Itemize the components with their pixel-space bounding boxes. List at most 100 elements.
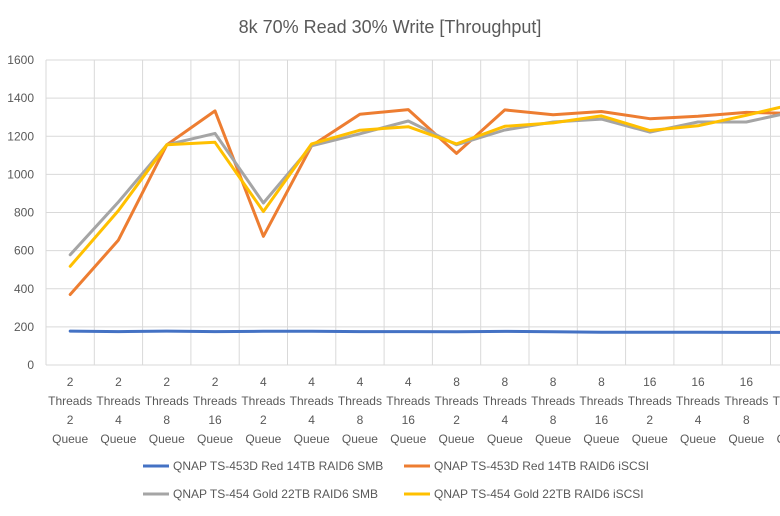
x-category-text: Threads <box>241 394 285 408</box>
x-category-text: Threads <box>48 394 92 408</box>
legend-label: QNAP TS-453D Red 14TB RAID6 iSCSI <box>434 459 649 473</box>
x-category-label: 8 Threads 8 Queue <box>531 375 575 446</box>
x-category-text: 2 <box>67 375 74 389</box>
x-category-text: Queue <box>149 432 185 446</box>
x-category-text: Threads <box>435 394 479 408</box>
x-category-text: Threads <box>724 394 768 408</box>
x-category-text: 2 <box>67 413 74 427</box>
x-category-text: Threads <box>386 394 430 408</box>
x-category-text: Threads <box>193 394 237 408</box>
x-category-label: 16Threads16Queue <box>773 394 780 446</box>
y-tick-label: 1000 <box>7 167 34 181</box>
y-tick-label: 400 <box>14 282 34 296</box>
x-category-text: Queue <box>245 432 281 446</box>
legend-label: QNAP TS-454 Gold 22TB RAID6 iSCSI <box>434 487 644 501</box>
y-tick-label: 0 <box>27 358 34 372</box>
x-category-text: 2 <box>212 375 219 389</box>
legend-label: QNAP TS-454 Gold 22TB RAID6 SMB <box>173 487 378 501</box>
y-tick-label: 600 <box>14 244 34 258</box>
x-category-label: 4 Threads 8 Queue <box>338 375 382 446</box>
x-category-text: 2 <box>260 413 267 427</box>
x-category-label: 16 Threads 4 Queue <box>676 375 720 446</box>
legend: QNAP TS-453D Red 14TB RAID6 SMB QNAP TS-4… <box>143 459 649 501</box>
x-category-text: Queue <box>390 432 426 446</box>
gridlines <box>45 59 780 366</box>
x-category-text: Queue <box>294 432 330 446</box>
x-category-label: 2 Threads 8 Queue <box>145 375 189 446</box>
x-category-label: 8 Threads 2 Queue <box>435 375 479 446</box>
x-category-text: Queue <box>100 432 136 446</box>
x-category-text: Queue <box>535 432 571 446</box>
series-line-1 <box>68 329 780 334</box>
y-tick-label: 1200 <box>7 129 34 143</box>
x-category-text: 16 <box>740 375 754 389</box>
x-category-label: 4 Threads 2 Queue <box>241 375 285 446</box>
x-category-text: Queue <box>439 432 475 446</box>
x-category-text: 2 <box>646 413 653 427</box>
x-category-label: 16 Threads 8 Queue <box>724 375 768 446</box>
x-category-text: 8 <box>453 375 460 389</box>
x-category-text: 8 <box>550 375 557 389</box>
x-category-label: 8 Threads 4 Queue <box>483 375 527 446</box>
x-category-label: 8 Threads 16 Queue <box>579 375 623 446</box>
series-line-4 <box>68 105 780 268</box>
x-category-text: Queue <box>632 432 668 446</box>
x-category-text: Threads <box>96 394 140 408</box>
x-category-text: Threads <box>338 394 382 408</box>
x-category-text: 4 <box>308 375 315 389</box>
y-tick-label: 800 <box>14 206 34 220</box>
x-category-label: 2 Threads 4 Queue <box>96 375 140 446</box>
x-category-text: 4 <box>695 413 702 427</box>
x-category-label: 4 Threads 16 Queue <box>386 375 430 446</box>
x-category-text: 16 <box>691 375 705 389</box>
x-category-text: 4 <box>115 413 122 427</box>
legend-item: QNAP TS-453D Red 14TB RAID6 iSCSI <box>404 459 649 473</box>
x-category-text: 4 <box>357 375 364 389</box>
x-category-text: Queue <box>52 432 88 446</box>
series-lines <box>68 105 780 334</box>
x-category-text: 2 <box>163 375 170 389</box>
x-category-text: 4 <box>502 413 509 427</box>
x-category-text: 4 <box>260 375 267 389</box>
x-category-text: 16 <box>402 413 416 427</box>
legend-label: QNAP TS-453D Red 14TB RAID6 SMB <box>173 459 383 473</box>
x-category-text: 2 <box>115 375 122 389</box>
x-category-text: Threads <box>145 394 189 408</box>
legend-item: QNAP TS-453D Red 14TB RAID6 SMB <box>143 459 383 473</box>
x-category-text: 8 <box>163 413 170 427</box>
x-category-text: 8 <box>550 413 557 427</box>
legend-item: QNAP TS-454 Gold 22TB RAID6 iSCSI <box>404 487 644 501</box>
x-category-text: Threads <box>628 394 672 408</box>
y-axis-ticks: 0 200 400 600 800 1000 1200 1400 1600 <box>7 53 34 372</box>
x-category-text: Threads <box>676 394 720 408</box>
x-category-text: Threads <box>531 394 575 408</box>
x-category-text: 8 <box>502 375 509 389</box>
x-category-text: 8 <box>743 413 750 427</box>
x-category-text: 4 <box>405 375 412 389</box>
x-category-text: Queue <box>583 432 619 446</box>
x-category-text: 16 <box>208 413 222 427</box>
x-axis-categories: 2 Threads 2 Queue 2 Threads 4 Queue 2 Threads 8 Que… <box>48 375 780 446</box>
x-category-text: Threads <box>773 394 780 408</box>
x-category-text: Queue <box>680 432 716 446</box>
x-category-text: Queue <box>487 432 523 446</box>
x-category-label: 2 Threads 16 Queue <box>193 375 237 446</box>
x-category-text: Threads <box>290 394 334 408</box>
chart-title: 8k 70% Read 30% Write [Throughput] <box>239 17 542 37</box>
x-category-label: 2 Threads 2 Queue <box>48 375 92 446</box>
x-category-text: Queue <box>777 432 780 446</box>
x-category-text: Threads <box>579 394 623 408</box>
x-category-text: 8 <box>357 413 364 427</box>
x-category-label: 4 Threads 4 Queue <box>290 375 334 446</box>
x-category-text: 8 <box>598 375 605 389</box>
y-tick-label: 1600 <box>7 53 34 67</box>
x-category-text: 16 <box>595 413 609 427</box>
x-category-text: 16 <box>643 375 657 389</box>
y-tick-label: 200 <box>14 320 34 334</box>
x-category-text: 4 <box>308 413 315 427</box>
x-category-text: Queue <box>197 432 233 446</box>
x-category-text: 2 <box>453 413 460 427</box>
legend-item: QNAP TS-454 Gold 22TB RAID6 SMB <box>143 487 378 501</box>
y-tick-label: 1400 <box>7 91 34 105</box>
